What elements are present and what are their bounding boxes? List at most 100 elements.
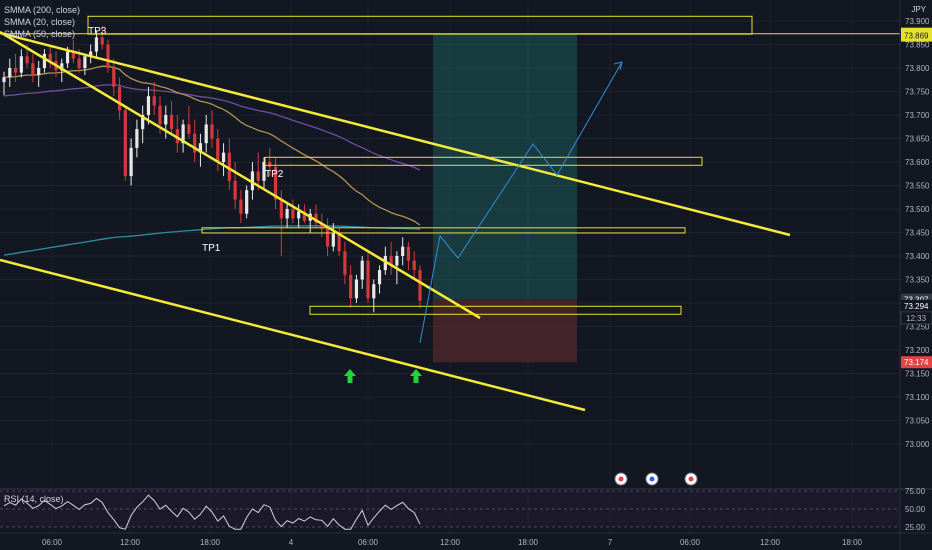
tp-zone [201,227,686,234]
price-tick-label: 73.850 [905,41,930,50]
candle-body [250,171,255,191]
tp-zone-label: TP3 [88,26,107,37]
candle-body [406,246,411,261]
price-tick-label: 73.150 [905,370,930,379]
candle-body [314,213,318,224]
rsi-pane: 75.00 50.00 25.00 [0,487,932,532]
candle-body [372,284,376,299]
price-tick-label: 73.100 [905,393,930,402]
candle-body [129,147,133,177]
legend-smma50[interactable]: SMMA (50, close) [4,29,76,39]
legend-smma200[interactable]: SMMA (200, close) [4,5,81,15]
candle-body [233,180,237,200]
candle-body [19,56,23,73]
time-tick-label: 12:00 [440,538,461,547]
tp-zone [264,156,703,166]
price-tick-label: 73.350 [905,276,930,285]
candle-body [239,199,243,214]
candle-body [13,68,18,73]
time-tick-label: 18:00 [842,538,863,547]
rsi-level-label: 75.00 [905,487,926,496]
indicator-legend: SMMA (200, close) SMMA (20, close) SMMA … [4,4,80,40]
candle-body [100,37,104,45]
candle-body [349,274,353,299]
smma-lines [3,65,421,256]
candle-body [146,96,151,115]
candle-body [152,96,156,106]
buy-arrow-icon [344,369,356,383]
smma-200-line [3,225,421,256]
candle-body [221,152,226,162]
candle-body [31,63,35,76]
candle-body [37,68,41,76]
candle-body [65,51,70,64]
tp-zone-label: TP1 [202,243,221,254]
candle-body [141,115,145,130]
time-axis: 06:00 12:00 18:00 4 06:00 12:00 18:00 7 06:00 12:… [42,538,863,547]
candles [2,25,422,313]
event-marker-icon-dot [649,476,655,482]
candle-body [337,232,341,252]
legend-smma20[interactable]: SMMA (20, close) [4,17,76,27]
price-label-text: 73.174 [904,358,929,367]
candle-body [158,105,162,125]
price-label-box [901,299,932,312]
candle-body [2,77,6,83]
candle-body [48,53,52,61]
trendline [0,258,586,412]
candle-body [256,171,260,181]
candle-body [71,51,75,59]
candle-body [175,129,179,144]
price-tick-label: 73.400 [905,252,930,261]
price-tick-label: 73.750 [905,88,930,97]
smma-50-line [3,84,421,171]
candle-body [94,37,99,52]
price-tick-label: 73.450 [905,229,930,238]
candle-body [169,115,174,130]
candle-body [245,190,249,214]
price-tick-label: 73.200 [905,346,930,355]
price-label-box [901,29,932,42]
legend-rsi[interactable]: RSI (14, close) [4,494,64,504]
smma-20-line [3,65,421,226]
event-marker-icon-dot [688,476,694,482]
candle-body [135,129,139,148]
candle-body [279,199,283,219]
stop-zone [433,299,577,363]
candle-body [117,86,122,111]
candle-body [401,246,405,256]
price-tick-label: 73.500 [905,205,930,214]
candle-body [360,260,364,280]
candle-body [106,44,110,68]
time-tick-label: 12:00 [120,538,141,547]
price-label-text: 73.294 [904,302,929,311]
candle-body [412,260,416,271]
price-tick-label: 73.650 [905,135,930,144]
candle-body [383,256,387,271]
time-tick-label: 12:00 [760,538,781,547]
candle-body [25,56,29,64]
projection-arrowhead [613,61,623,71]
candle-body [83,56,87,68]
event-marker-icon-dot [618,476,624,482]
candle-body [418,270,422,301]
candle-body [354,279,359,299]
candle-body [262,162,266,181]
time-tick-label: 06:00 [680,538,701,547]
price-tick-label: 73.600 [905,158,930,167]
candle-body [89,51,93,57]
trendline [0,30,481,320]
time-tick-label: 18:00 [200,538,221,547]
candle-body [227,152,231,181]
candle-body [297,211,301,219]
candle-body [164,115,168,125]
price-tick-label: 73.550 [905,182,930,191]
time-tick-label: 06:00 [358,538,379,547]
candle-body [377,270,382,285]
rsi-level-label: 50.00 [905,505,926,514]
currency-label[interactable]: JPY [911,5,926,14]
price-tick-label: 73.050 [905,417,930,426]
price-label-box [901,356,932,369]
